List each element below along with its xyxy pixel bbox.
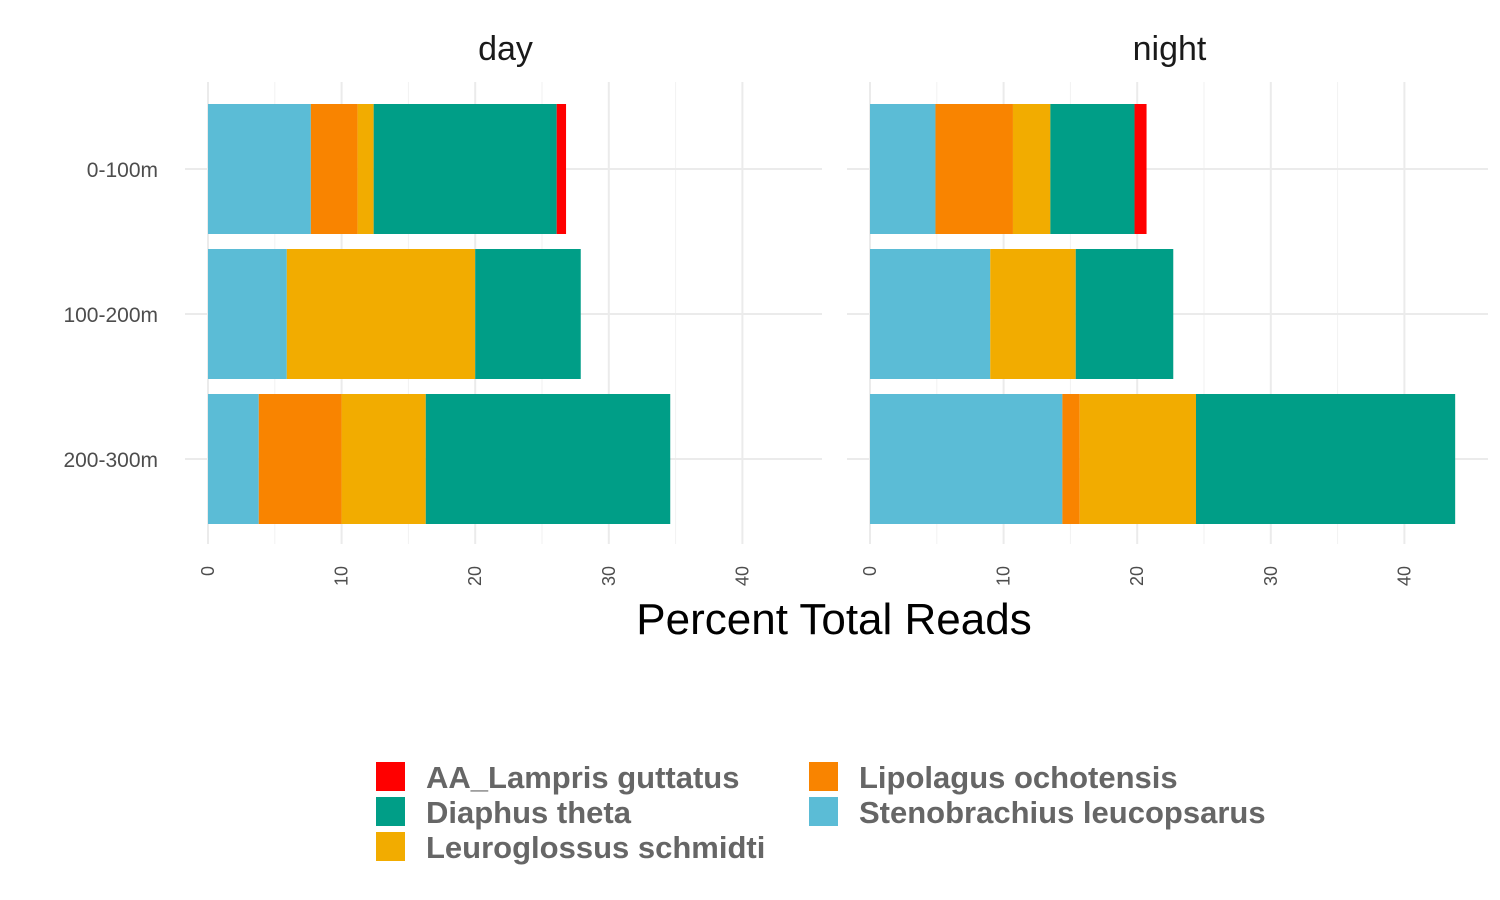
x-tick-label: 10	[332, 566, 352, 586]
bar-segment-night-0-100m-stenobrachius-leucopsarus	[870, 104, 936, 234]
legend-item-aa-lampris-guttatus: AA_Lampris guttatus	[376, 760, 739, 795]
bar-segment-day-0-100m-leuroglossus-schmidti	[357, 104, 374, 234]
bar-segment-night-0-100m-diaphus-theta	[1050, 104, 1135, 234]
legend-item-lipolagus-ochotensis: Lipolagus ochotensis	[809, 760, 1178, 795]
y-category-label: 0-100m	[87, 159, 158, 182]
x-axis-title: Percent Total Reads	[636, 595, 1031, 644]
legend-label: Lipolagus ochotensis	[859, 760, 1178, 795]
bar-segment-day-200-300m-leuroglossus-schmidti	[341, 394, 426, 524]
bar-segment-day-200-300m-diaphus-theta	[425, 394, 671, 524]
bar-segment-night-0-100m-lipolagus-ochotensis	[935, 104, 1013, 234]
y-axis-category-labels: 0-100m 100-200m 200-300m	[63, 159, 158, 472]
legend-swatch	[809, 762, 838, 791]
bar-segment-night-100-200m-leuroglossus-schmidti	[990, 249, 1076, 379]
legend-item-diaphus-theta: Diaphus theta	[376, 795, 632, 830]
bar-segment-night-200-300m-stenobrachius-leucopsarus	[870, 394, 1063, 524]
bar-segment-night-100-200m-diaphus-theta	[1075, 249, 1174, 379]
bar-segment-day-0-100m-lipolagus-ochotensis	[310, 104, 358, 234]
legend-label: Diaphus theta	[426, 795, 632, 830]
facet-title-day: day	[478, 30, 533, 68]
x-tick-label: 10	[994, 566, 1014, 586]
legend-swatch	[376, 762, 405, 791]
x-tick-label: 30	[1261, 566, 1281, 586]
legend-swatch	[376, 832, 405, 861]
x-tick-label: 30	[599, 566, 619, 586]
bar-segment-night-200-300m-diaphus-theta	[1195, 394, 1456, 524]
bar-segment-day-100-200m-stenobrachius-leucopsarus	[208, 249, 287, 379]
bar-segment-day-0-100m-aa-lampris-guttatus	[556, 104, 567, 234]
bar-segment-night-200-300m-leuroglossus-schmidti	[1079, 394, 1196, 524]
panel-day: day 0 10 20 30 40	[185, 30, 822, 586]
legend-item-stenobrachius-leucopsarus: Stenobrachius leucopsarus	[809, 795, 1266, 830]
x-tick-label: 40	[1394, 566, 1414, 586]
bar-segment-night-200-300m-lipolagus-ochotensis	[1062, 394, 1080, 524]
legend-label: Stenobrachius leucopsarus	[859, 795, 1266, 830]
legend-swatch	[809, 797, 838, 826]
bar-segment-day-200-300m-lipolagus-ochotensis	[258, 394, 342, 524]
y-category-label: 100-200m	[63, 304, 158, 327]
facet-title-night: night	[1133, 30, 1207, 68]
legend-swatch	[376, 797, 405, 826]
chart-panels: day 0 10 20 30 40 night 0 10 20 30 40	[185, 30, 1488, 586]
bar-segment-night-100-200m-stenobrachius-leucopsarus	[870, 249, 991, 379]
bar-segment-day-0-100m-stenobrachius-leucopsarus	[208, 104, 311, 234]
x-tick-label: 20	[465, 566, 485, 586]
bar-segment-night-0-100m-aa-lampris-guttatus	[1134, 104, 1147, 234]
x-tick-label: 40	[732, 566, 752, 586]
bar-segment-day-100-200m-leuroglossus-schmidti	[286, 249, 476, 379]
legend-label: AA_Lampris guttatus	[426, 760, 739, 795]
bar-segment-night-0-100m-leuroglossus-schmidti	[1012, 104, 1051, 234]
bar-segment-day-200-300m-stenobrachius-leucopsarus	[208, 394, 259, 524]
panel-night: night 0 10 20 30 40	[847, 30, 1488, 586]
bar-segment-day-100-200m-diaphus-theta	[475, 249, 581, 379]
legend-label: Leuroglossus schmidti	[426, 830, 765, 865]
x-tick-label: 0	[860, 566, 880, 576]
x-tick-label: 0	[198, 566, 218, 576]
x-tick-label: 20	[1127, 566, 1147, 586]
bar-segment-day-0-100m-diaphus-theta	[373, 104, 557, 234]
y-category-label: 200-300m	[63, 449, 158, 472]
legend-item-leuroglossus-schmidti: Leuroglossus schmidti	[376, 830, 765, 865]
